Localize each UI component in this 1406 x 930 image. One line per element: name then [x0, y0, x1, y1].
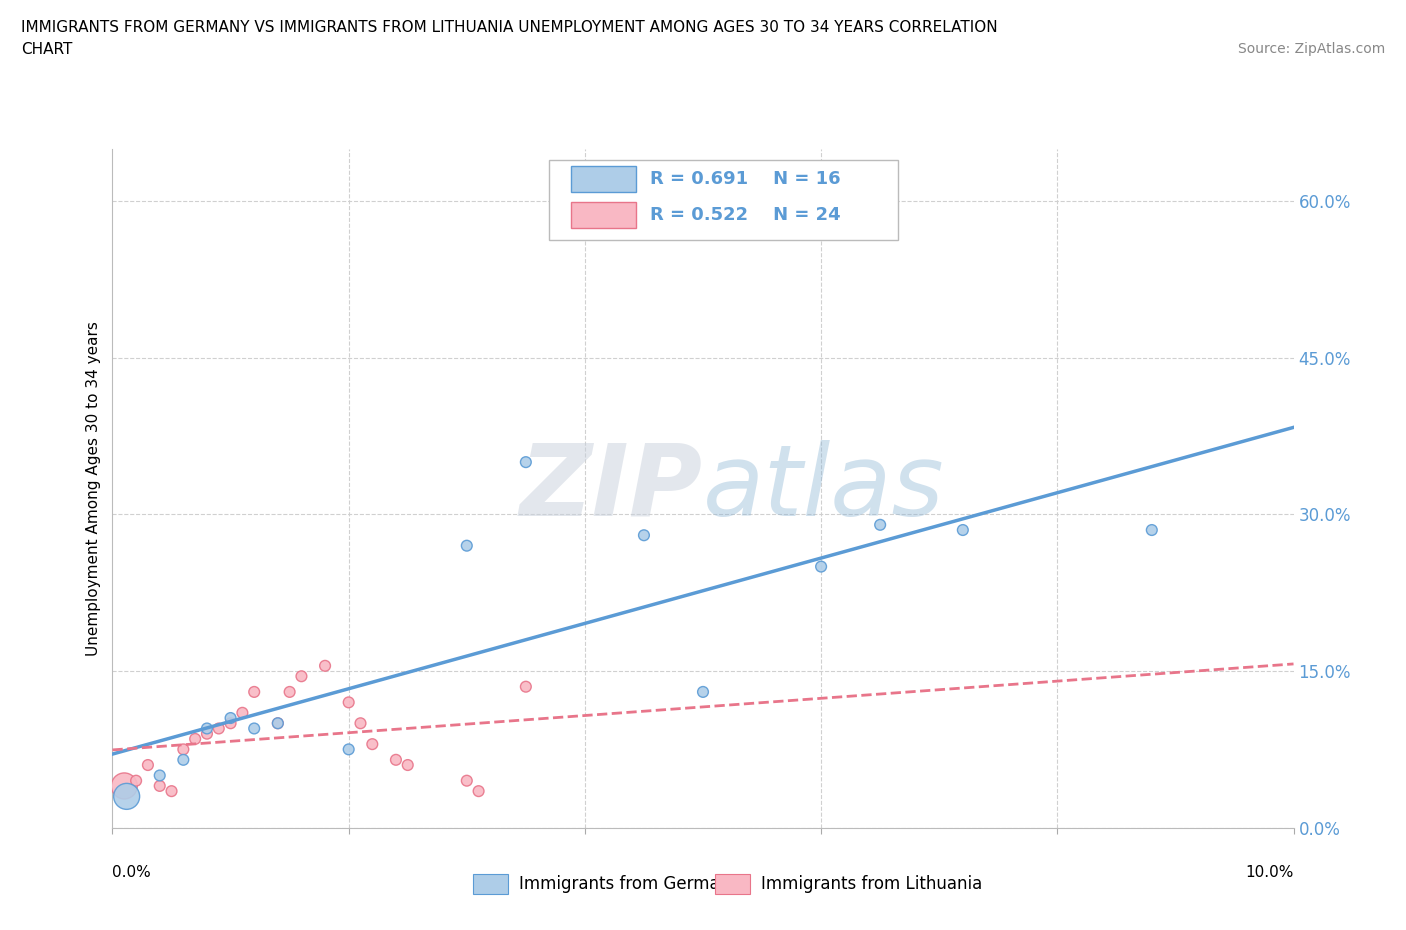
Point: [952, 523, 974, 538]
Text: R = 0.522    N = 24: R = 0.522 N = 24: [650, 206, 841, 224]
Point: [337, 742, 360, 757]
Point: [243, 721, 266, 736]
Point: [195, 726, 218, 741]
Point: [149, 768, 172, 783]
Point: [385, 752, 408, 767]
Point: [267, 716, 290, 731]
Point: [160, 784, 183, 799]
Point: [243, 684, 266, 699]
Text: Immigrants from Germany: Immigrants from Germany: [519, 875, 740, 893]
Point: [633, 528, 655, 543]
Point: [337, 695, 360, 710]
Point: [278, 684, 301, 699]
Text: 10.0%: 10.0%: [1246, 865, 1294, 880]
Point: [219, 711, 242, 725]
Text: CHART: CHART: [21, 42, 73, 57]
Point: [231, 705, 253, 720]
Point: [172, 752, 194, 767]
Point: [290, 669, 312, 684]
Bar: [571, 203, 636, 228]
Bar: [472, 874, 508, 895]
Text: Source: ZipAtlas.com: Source: ZipAtlas.com: [1237, 42, 1385, 56]
Bar: [571, 166, 636, 192]
Point: [1140, 523, 1163, 538]
Y-axis label: Unemployment Among Ages 30 to 34 years: Unemployment Among Ages 30 to 34 years: [86, 321, 101, 656]
Bar: [714, 874, 751, 895]
Text: atlas: atlas: [703, 440, 945, 537]
Point: [456, 773, 478, 788]
Point: [219, 716, 242, 731]
Point: [810, 559, 832, 574]
Point: [208, 721, 231, 736]
Text: 0.0%: 0.0%: [112, 865, 152, 880]
Point: [467, 784, 489, 799]
Point: [396, 758, 419, 773]
Point: [515, 679, 537, 694]
Point: [112, 778, 135, 793]
Point: [136, 758, 159, 773]
Point: [149, 778, 172, 793]
Point: [692, 684, 714, 699]
Point: [267, 716, 290, 731]
Point: [184, 732, 207, 747]
Text: Immigrants from Lithuania: Immigrants from Lithuania: [761, 875, 983, 893]
FancyBboxPatch shape: [550, 160, 898, 241]
Text: R = 0.691    N = 16: R = 0.691 N = 16: [650, 169, 841, 188]
Point: [125, 773, 148, 788]
Text: IMMIGRANTS FROM GERMANY VS IMMIGRANTS FROM LITHUANIA UNEMPLOYMENT AMONG AGES 30 : IMMIGRANTS FROM GERMANY VS IMMIGRANTS FR…: [21, 20, 998, 35]
Point: [115, 789, 138, 804]
Point: [456, 538, 478, 553]
Point: [195, 721, 218, 736]
Text: ZIP: ZIP: [520, 440, 703, 537]
Point: [361, 737, 384, 751]
Point: [314, 658, 336, 673]
Point: [172, 742, 194, 757]
Point: [869, 517, 891, 532]
Point: [515, 455, 537, 470]
Point: [349, 716, 371, 731]
